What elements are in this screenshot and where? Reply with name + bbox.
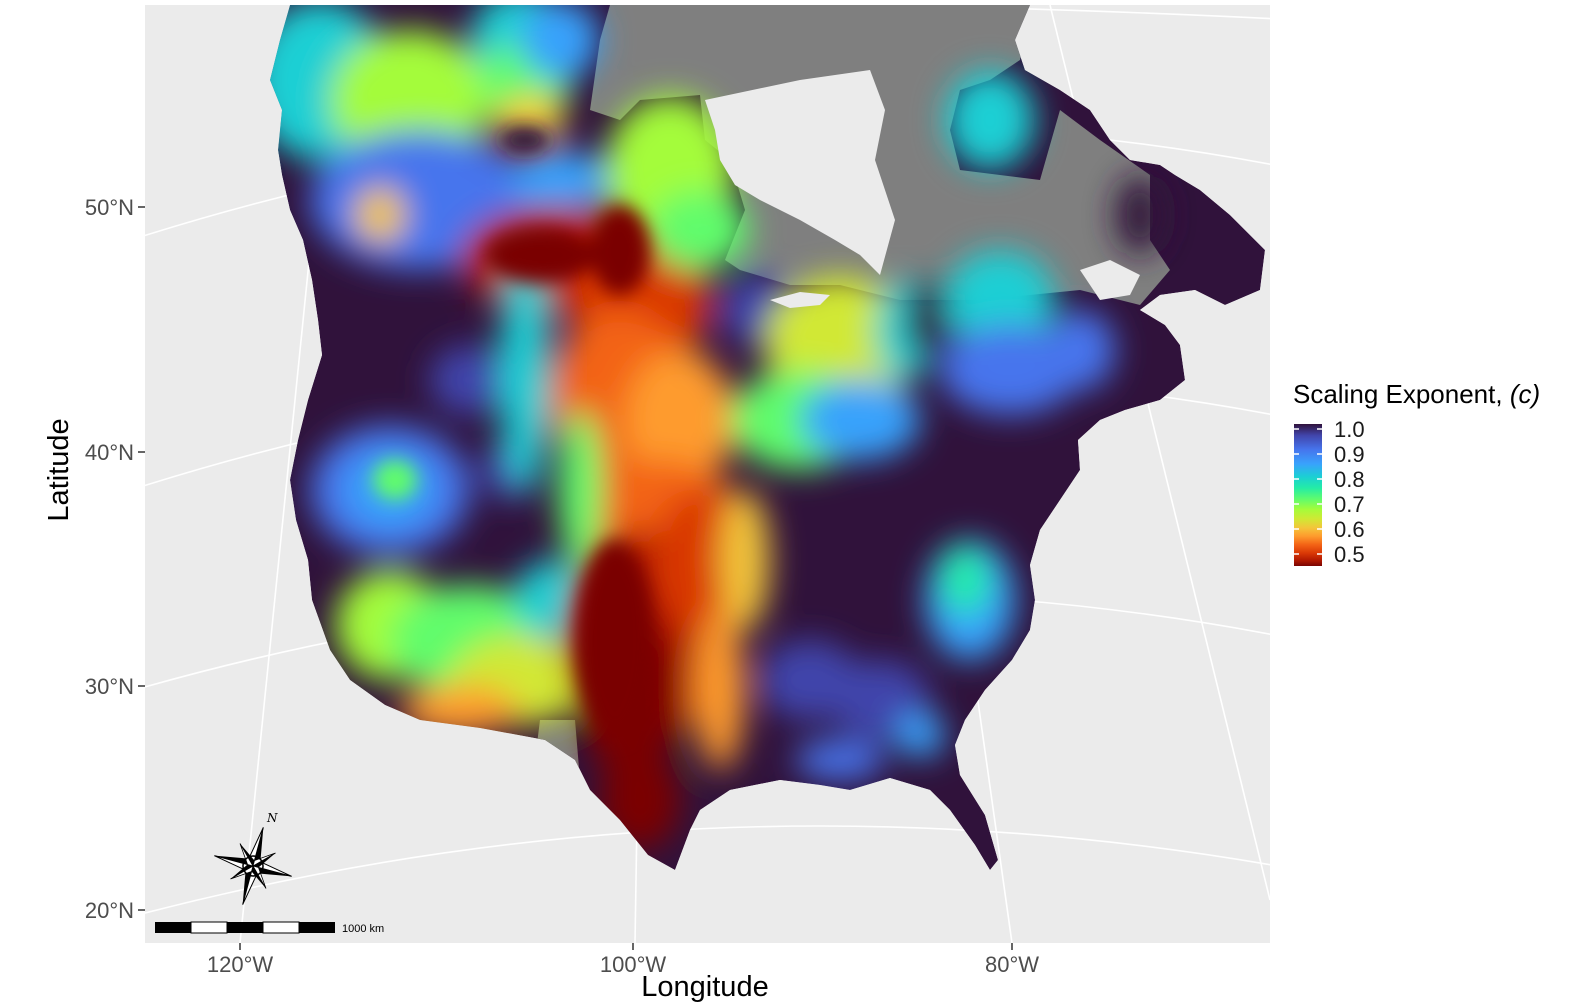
scale-segment [262, 921, 300, 934]
heat-blobs [250, 5, 1165, 850]
x-axis-title: Longitude [641, 971, 768, 1003]
legend-colorbar [1294, 424, 1322, 566]
north-arrow: N [214, 811, 292, 905]
x-tick-label: 100°W [600, 952, 667, 977]
y-tick-label: 20°N [85, 898, 134, 923]
margin-top [0, 0, 1593, 5]
y-tick-label: 40°N [85, 440, 134, 465]
land-heat [229, 5, 1265, 870]
legend-label: 0.5 [1334, 542, 1365, 567]
water-bodies [705, 70, 1140, 308]
legend-ticks [1294, 428, 1322, 555]
x-axis [239, 943, 1013, 950]
margin-left [0, 0, 145, 1006]
no-data-region [590, 5, 1170, 305]
y-tick-label: 50°N [85, 195, 134, 220]
heat-core [373, 126, 655, 740]
scale-bar: 1000 km [155, 921, 384, 935]
y-axis [138, 206, 145, 911]
hudson-bay [705, 70, 895, 275]
lake-superior [770, 292, 830, 308]
x-tick-label: 120°W [207, 952, 274, 977]
y-axis-title: Latitude [43, 418, 75, 521]
legend-label: 0.7 [1334, 492, 1365, 517]
legend-title: Scaling Exponent, (c) [1293, 379, 1540, 409]
legend-title-variable: (c) [1510, 379, 1540, 409]
scale-segment [190, 921, 228, 934]
scale-segment [155, 922, 191, 933]
legend-label: 0.6 [1334, 517, 1365, 542]
scale-segment [227, 922, 263, 933]
gulf-of-st-lawrence [1080, 260, 1140, 300]
legend-title-text: Scaling Exponent, [1293, 379, 1510, 409]
scale-label: 1000 km [342, 923, 384, 935]
x-tick-label: 80°W [985, 952, 1039, 977]
compass-rose-icon [214, 827, 292, 905]
legend-label: 0.8 [1334, 467, 1365, 492]
legend: Scaling Exponent, (c) 1.0 0.9 0.8 0.7 0.… [1293, 379, 1540, 567]
y-tick-label: 30°N [85, 674, 134, 699]
north-label: N [266, 811, 278, 825]
graticule-parallel-20N [145, 825, 1270, 914]
legend-label: 1.0 [1334, 417, 1365, 442]
legend-label: 0.9 [1334, 442, 1365, 467]
scale-segment [299, 922, 335, 933]
margin-right [1270, 0, 1593, 1006]
